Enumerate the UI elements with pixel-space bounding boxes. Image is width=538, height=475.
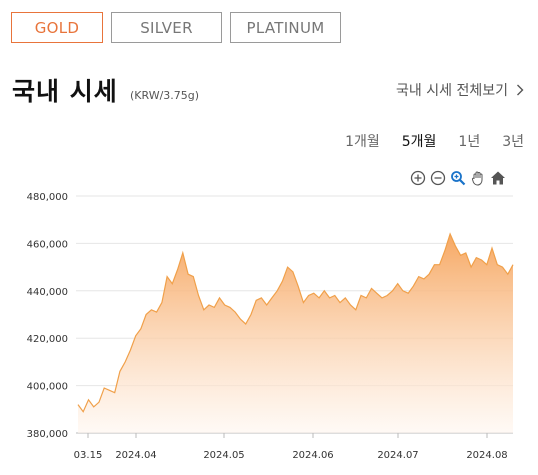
zoom-in-icon[interactable] <box>410 170 426 186</box>
y-tick-label: 400,000 <box>27 382 68 393</box>
price-chart: 480,000 460,000 440,000 420,000 400,000 380,0… <box>27 192 514 461</box>
tab-platinum[interactable]: PLATINUM <box>230 12 341 43</box>
view-all-link[interactable]: 국내 시세 전체보기 <box>396 80 524 100</box>
price-area <box>78 233 513 433</box>
y-tick-label: 380,000 <box>27 429 68 440</box>
pan-hand-icon[interactable] <box>470 170 486 186</box>
period-1-year[interactable]: 1년 <box>458 134 481 150</box>
chevron-right-icon <box>517 84 524 96</box>
x-tick-label: 2024.07 <box>377 450 418 461</box>
period-5-months[interactable]: 5개월 <box>401 134 437 150</box>
tab-gold[interactable]: GOLD <box>11 12 103 43</box>
period-selector: 1개월 5개월 1년 3년 <box>345 131 524 151</box>
view-all-label: 국내 시세 전체보기 <box>396 83 508 99</box>
magnify-icon[interactable] <box>450 170 466 186</box>
x-tick-label: 2024.08 <box>466 450 507 461</box>
price-unit: (KRW/3.75g) <box>130 89 200 102</box>
metal-tabs: GOLD SILVER PLATINUM <box>11 12 341 43</box>
x-tick-label: 2024.06 <box>292 450 333 461</box>
home-icon[interactable] <box>490 170 506 186</box>
zoom-out-icon[interactable] <box>430 170 446 186</box>
page-title: 국내 시세 <box>12 77 118 106</box>
y-tick-label: 460,000 <box>27 239 68 250</box>
x-tick-label: 03.15 <box>74 450 103 461</box>
y-tick-label: 480,000 <box>27 192 68 203</box>
price-line <box>77 232 514 413</box>
period-1-month[interactable]: 1개월 <box>345 134 380 150</box>
x-tick-label: 2024.04 <box>115 450 156 461</box>
tab-silver[interactable]: SILVER <box>111 12 222 43</box>
y-tick-label: 420,000 <box>27 334 68 345</box>
x-tick-label: 2024.05 <box>203 450 244 461</box>
period-3-years[interactable]: 3년 <box>502 134 524 150</box>
y-tick-label: 440,000 <box>27 287 68 298</box>
chart-toolbar <box>410 170 506 186</box>
